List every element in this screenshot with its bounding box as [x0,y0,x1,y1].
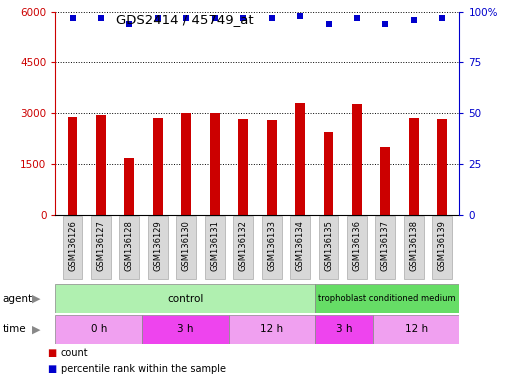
FancyBboxPatch shape [375,216,395,279]
Bar [55,315,142,344]
FancyBboxPatch shape [176,216,196,279]
Text: ■: ■ [48,364,57,374]
Point [211,15,219,21]
Point [97,15,105,21]
Text: GSM136129: GSM136129 [153,220,162,271]
Bar [315,284,459,313]
Text: GSM136127: GSM136127 [97,220,106,271]
Text: percentile rank within the sample: percentile rank within the sample [61,364,226,374]
Text: GSM136135: GSM136135 [324,220,333,271]
Text: GSM136136: GSM136136 [353,220,362,271]
Point [125,21,134,27]
Text: ■: ■ [48,348,57,358]
Text: 0 h: 0 h [90,324,107,334]
Point [296,13,304,19]
FancyBboxPatch shape [148,216,168,279]
Text: agent: agent [3,293,33,304]
Text: ▶: ▶ [32,293,40,304]
Text: GSM136137: GSM136137 [381,220,390,271]
Text: 3 h: 3 h [336,324,352,334]
FancyBboxPatch shape [262,216,281,279]
Bar [229,315,315,344]
Point [353,15,361,21]
Point [239,15,248,21]
Bar [352,104,362,215]
Point [324,21,333,27]
Bar [238,119,248,215]
Text: GSM136126: GSM136126 [68,220,77,271]
FancyBboxPatch shape [91,216,111,279]
FancyBboxPatch shape [119,216,139,279]
Bar [295,103,305,215]
Bar [210,113,220,215]
Bar [373,315,459,344]
Text: GSM136134: GSM136134 [296,220,305,271]
Text: 3 h: 3 h [177,324,194,334]
Text: GSM136130: GSM136130 [182,220,191,271]
Bar [267,120,277,215]
Bar [437,119,447,215]
Bar [68,118,78,215]
FancyBboxPatch shape [290,216,310,279]
Point [68,15,77,21]
Point [267,15,276,21]
Bar [142,315,229,344]
FancyBboxPatch shape [233,216,253,279]
Bar [409,118,419,215]
Text: ▶: ▶ [32,324,40,334]
Bar [324,132,334,215]
Bar [55,284,315,313]
FancyBboxPatch shape [432,216,452,279]
Text: trophoblast conditioned medium: trophoblast conditioned medium [318,294,456,303]
Text: GSM136138: GSM136138 [409,220,418,271]
FancyBboxPatch shape [318,216,338,279]
Point [182,15,191,21]
Bar [96,115,106,215]
Text: GSM136132: GSM136132 [239,220,248,271]
Point [410,17,418,23]
Bar [381,147,390,215]
FancyBboxPatch shape [347,216,367,279]
Text: control: control [167,293,203,304]
FancyBboxPatch shape [404,216,424,279]
Text: GSM136131: GSM136131 [210,220,219,271]
Text: GSM136128: GSM136128 [125,220,134,271]
Bar [315,315,373,344]
Text: GDS2414 / 45749_at: GDS2414 / 45749_at [116,13,254,26]
Bar [125,158,134,215]
Text: GSM136139: GSM136139 [438,220,447,271]
Text: time: time [3,324,26,334]
Point [154,15,162,21]
Text: GSM136133: GSM136133 [267,220,276,271]
Text: 12 h: 12 h [260,324,284,334]
Text: 12 h: 12 h [404,324,428,334]
Bar [181,113,191,215]
Point [381,21,390,27]
Bar [153,118,163,215]
Text: count: count [61,348,88,358]
FancyBboxPatch shape [62,216,82,279]
FancyBboxPatch shape [205,216,225,279]
Point [438,15,447,21]
